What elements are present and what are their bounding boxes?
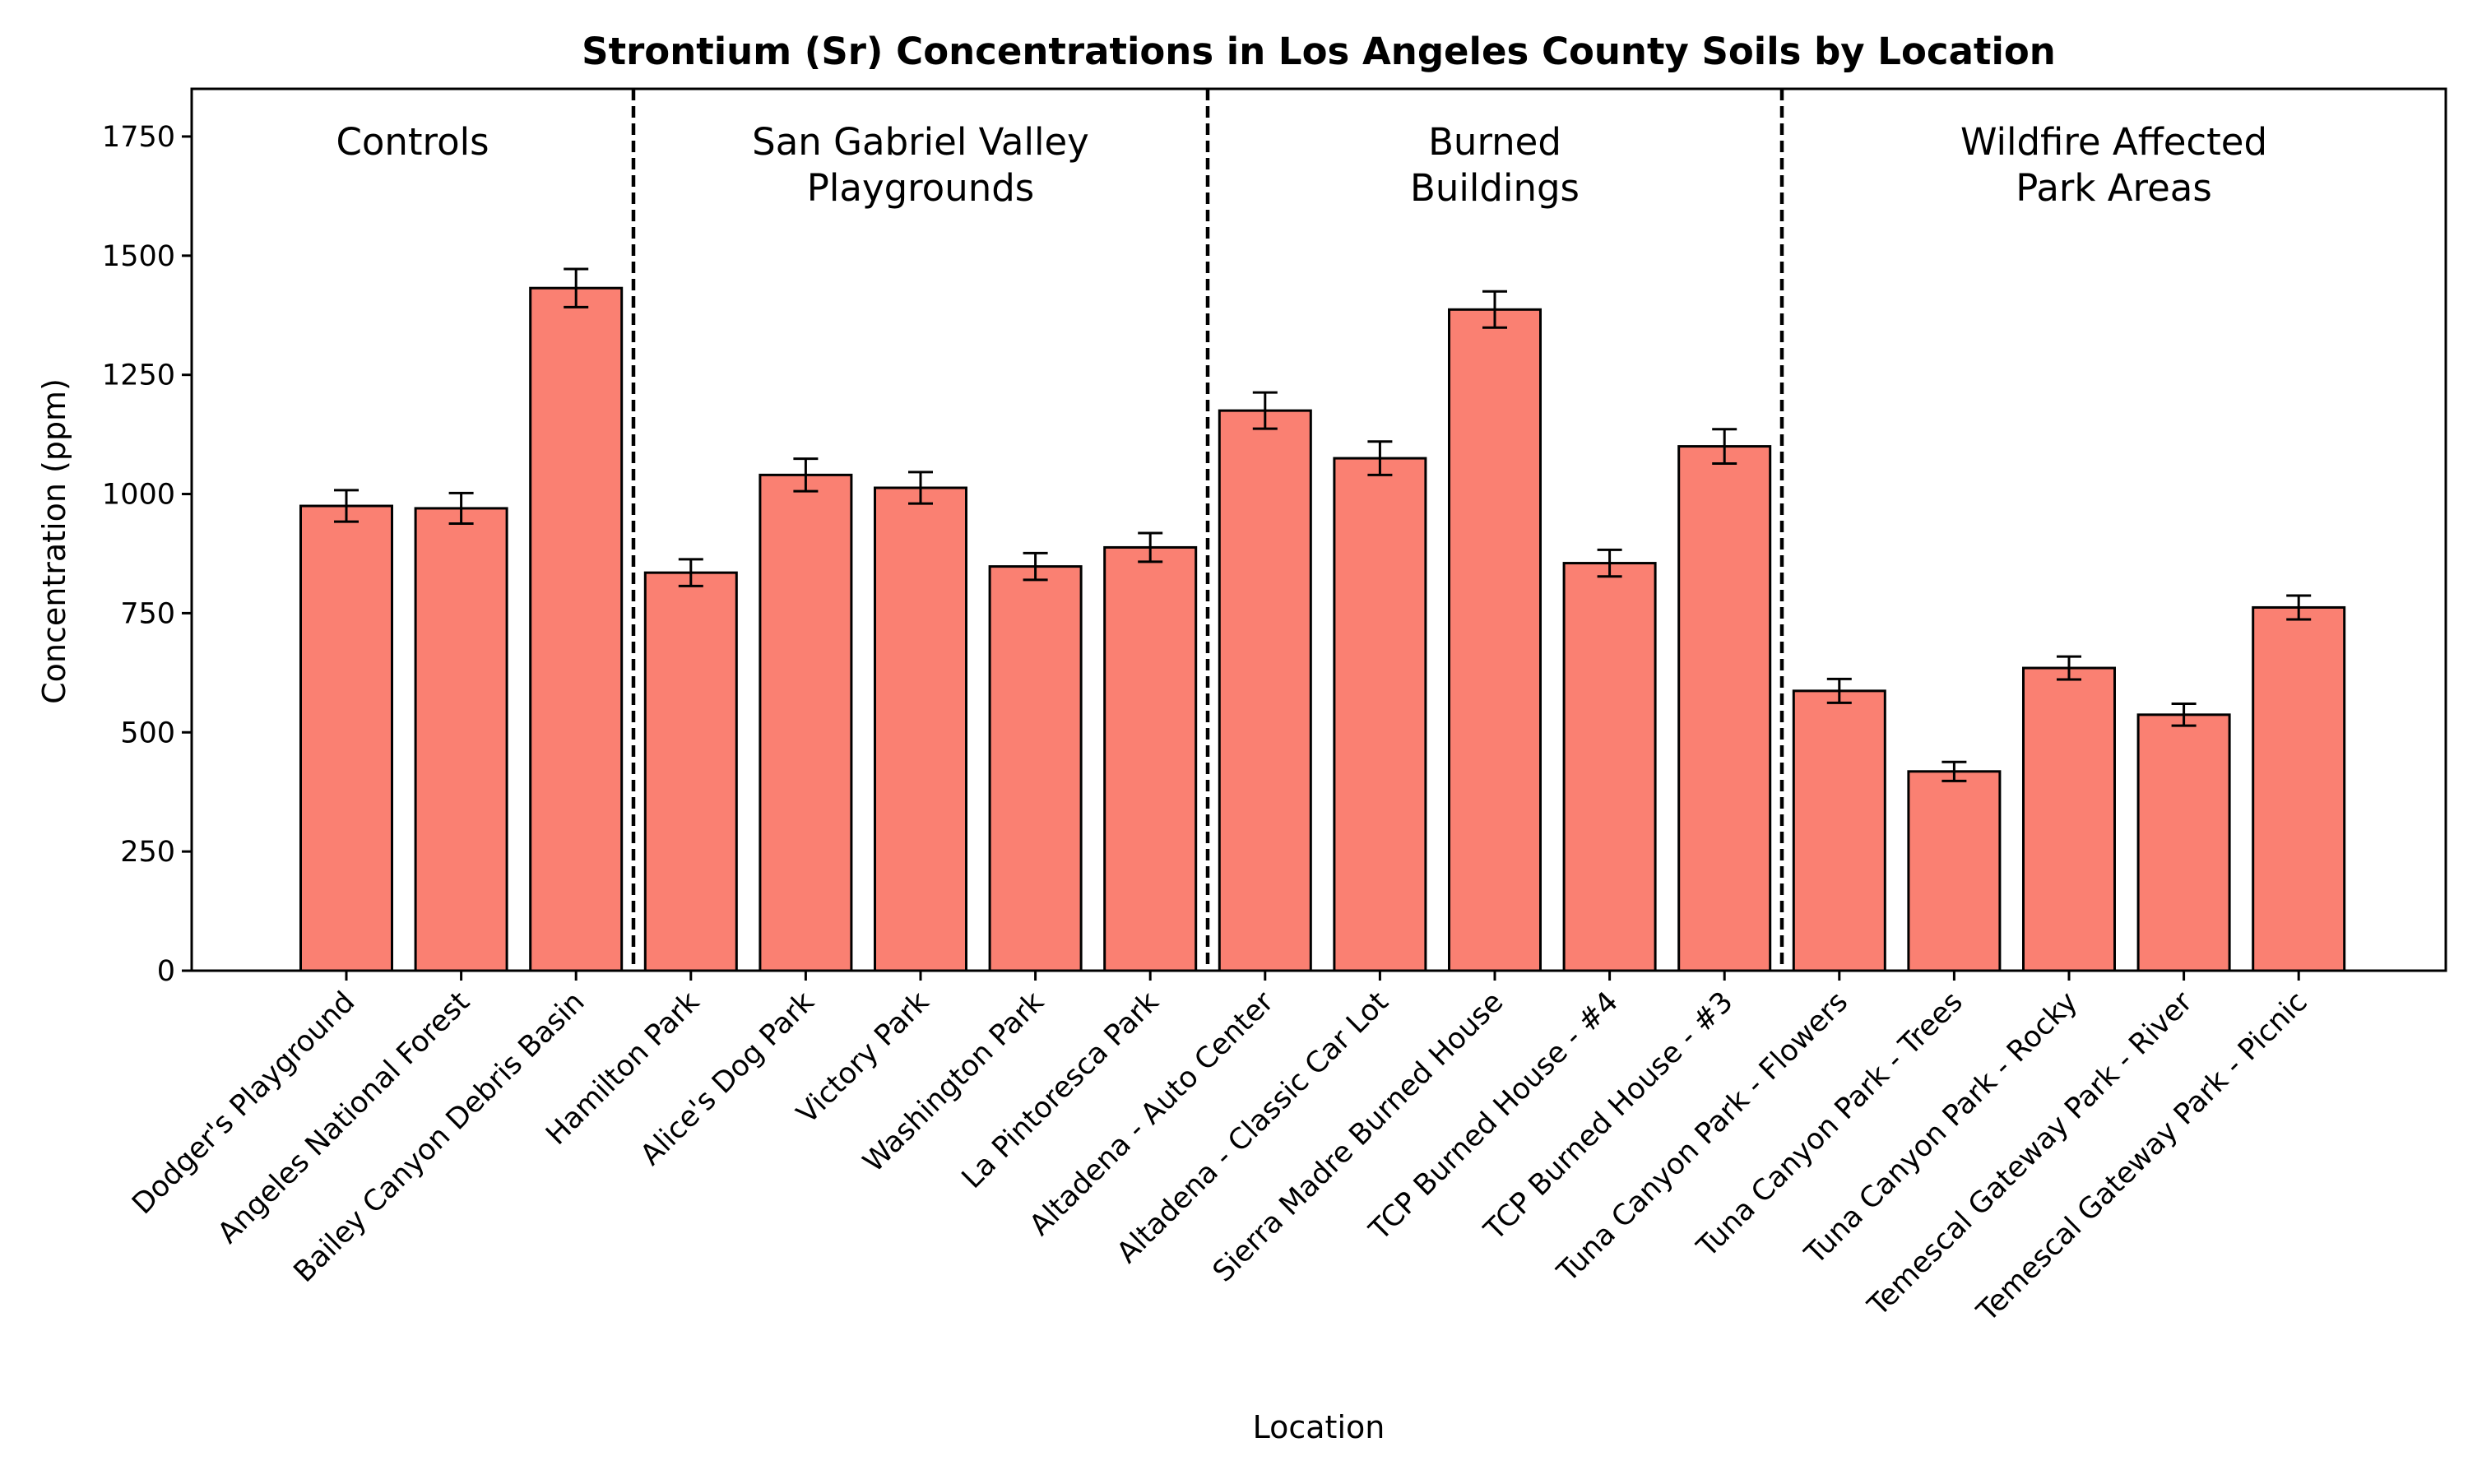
x-tick-label: Dodger's Playground bbox=[126, 985, 361, 1221]
bar bbox=[988, 565, 1083, 972]
bar bbox=[1448, 308, 1542, 972]
bar bbox=[1677, 445, 1772, 972]
bar bbox=[758, 473, 853, 972]
bar bbox=[2252, 605, 2346, 972]
y-tick-label: 1750 bbox=[102, 121, 175, 154]
chart-title: Strontium (Sr) Concentrations in Los Ang… bbox=[582, 30, 2056, 73]
y-axis-label: Concentration (ppm) bbox=[36, 378, 72, 704]
bar bbox=[1333, 457, 1427, 972]
x-tick-label: La Pintoresca Park bbox=[956, 985, 1166, 1195]
group-label: Buildings bbox=[1410, 166, 1580, 210]
y-tick-label: 1000 bbox=[102, 479, 175, 512]
y-tick-label: 1250 bbox=[102, 359, 175, 392]
bar bbox=[2136, 713, 2231, 972]
plot-frame bbox=[190, 87, 2447, 972]
y-tick-label: 0 bbox=[157, 955, 175, 988]
group-label: San Gabriel Valley bbox=[752, 120, 1089, 164]
bar bbox=[414, 507, 508, 972]
bar bbox=[1218, 409, 1312, 972]
bar bbox=[1907, 770, 2002, 972]
group-label: Park Areas bbox=[2016, 166, 2212, 210]
bar bbox=[1792, 689, 1886, 972]
bar bbox=[529, 286, 624, 972]
y-tick-label: 750 bbox=[120, 597, 175, 630]
y-tick-label: 250 bbox=[120, 836, 175, 869]
group-label: Playgrounds bbox=[807, 166, 1035, 210]
y-tick-label: 500 bbox=[120, 716, 175, 749]
bar bbox=[1562, 562, 1657, 972]
bar bbox=[2022, 666, 2116, 972]
group-label: Wildfire Affected bbox=[1960, 120, 2267, 164]
x-tick-label: Altadena - Auto Center bbox=[1023, 985, 1280, 1242]
x-axis-label: Location bbox=[1253, 1409, 1385, 1445]
y-tick-label: 1500 bbox=[102, 240, 175, 273]
bar bbox=[1103, 545, 1198, 972]
group-label: Controls bbox=[336, 120, 489, 164]
bar bbox=[874, 486, 967, 972]
bar bbox=[643, 571, 738, 972]
group-label: Burned bbox=[1428, 120, 1561, 164]
bar bbox=[299, 504, 393, 972]
